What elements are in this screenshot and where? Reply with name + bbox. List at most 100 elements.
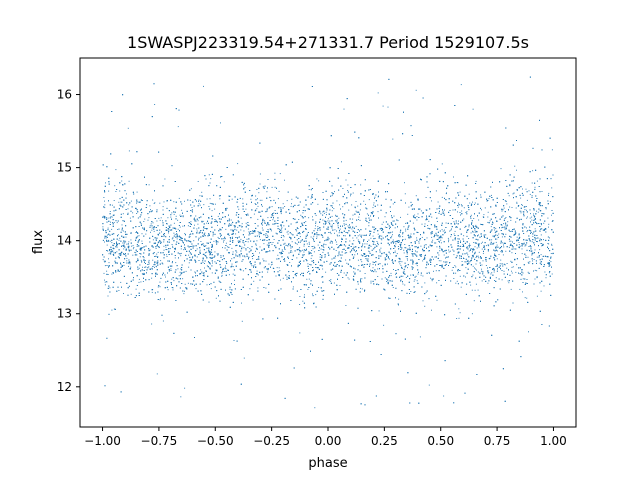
data-point	[536, 270, 538, 272]
data-point	[342, 188, 344, 189]
data-point	[205, 245, 207, 247]
data-point	[522, 278, 524, 280]
data-point	[437, 235, 439, 237]
data-point	[160, 260, 162, 262]
data-point	[359, 209, 361, 211]
data-point	[458, 308, 460, 310]
data-point	[330, 279, 332, 281]
data-point	[225, 228, 227, 230]
data-point	[377, 268, 379, 270]
data-point	[501, 279, 503, 281]
data-point	[525, 188, 527, 190]
data-point	[415, 195, 417, 197]
data-point	[431, 309, 432, 311]
data-point	[261, 227, 263, 229]
data-point	[189, 234, 191, 236]
data-point	[266, 251, 268, 253]
data-point	[382, 221, 384, 223]
data-point	[522, 291, 523, 293]
data-point	[500, 251, 502, 253]
data-point	[250, 263, 251, 265]
data-point	[307, 271, 308, 273]
data-point	[354, 254, 356, 256]
data-point	[463, 207, 465, 209]
data-point	[474, 231, 476, 233]
data-point	[287, 264, 289, 266]
data-point	[141, 247, 143, 249]
data-point	[108, 190, 110, 192]
data-point	[336, 200, 338, 202]
data-point	[470, 284, 472, 286]
data-point	[353, 271, 355, 273]
data-point	[277, 254, 279, 256]
data-point	[412, 261, 414, 263]
data-point	[440, 242, 442, 244]
data-point	[158, 217, 160, 219]
data-point	[149, 225, 151, 227]
data-point	[496, 250, 498, 252]
data-point	[326, 239, 328, 241]
data-point	[143, 259, 145, 261]
data-point	[425, 197, 427, 198]
data-point	[259, 252, 260, 254]
data-point	[267, 237, 269, 238]
data-point	[532, 235, 534, 237]
data-point	[150, 231, 151, 233]
data-point	[480, 242, 482, 244]
data-point	[358, 219, 359, 220]
data-point	[308, 217, 310, 219]
data-point	[106, 281, 108, 283]
data-point	[161, 231, 162, 233]
data-point	[191, 209, 193, 211]
data-point	[177, 219, 179, 221]
data-point	[529, 217, 531, 219]
data-point	[436, 246, 438, 248]
data-point	[327, 220, 329, 222]
data-point	[219, 221, 221, 223]
data-point	[372, 207, 374, 209]
data-point	[172, 247, 174, 248]
data-point	[265, 260, 267, 262]
data-point	[257, 287, 259, 289]
data-point	[136, 246, 138, 247]
data-point	[225, 242, 227, 244]
data-point	[256, 248, 258, 250]
data-point	[431, 200, 432, 202]
data-point	[188, 262, 190, 264]
data-point	[453, 278, 455, 279]
data-point	[488, 198, 490, 200]
data-point	[116, 251, 118, 253]
data-point	[370, 269, 371, 271]
data-point	[368, 239, 370, 241]
data-point	[329, 220, 331, 222]
data-point	[332, 193, 334, 195]
data-point	[548, 226, 549, 228]
data-point	[300, 214, 302, 216]
data-point	[536, 295, 538, 297]
data-point	[220, 122, 221, 124]
data-point	[409, 237, 411, 239]
data-point	[325, 244, 327, 246]
data-point	[357, 235, 359, 237]
data-point	[524, 297, 526, 299]
data-point	[149, 205, 151, 207]
data-point	[381, 235, 383, 237]
data-point	[359, 241, 361, 243]
data-point	[336, 244, 338, 245]
data-point	[179, 226, 181, 228]
data-point	[246, 238, 248, 240]
data-point	[202, 262, 204, 264]
data-point	[422, 260, 424, 262]
data-point	[120, 281, 122, 283]
data-point	[240, 217, 242, 219]
data-point	[531, 182, 533, 184]
data-point	[195, 215, 197, 217]
data-point	[478, 251, 480, 253]
data-point	[173, 232, 175, 234]
data-point	[162, 209, 164, 211]
data-point	[177, 126, 179, 128]
data-point	[120, 269, 121, 271]
data-point	[123, 248, 125, 250]
data-point	[116, 222, 118, 224]
data-point	[104, 204, 106, 206]
